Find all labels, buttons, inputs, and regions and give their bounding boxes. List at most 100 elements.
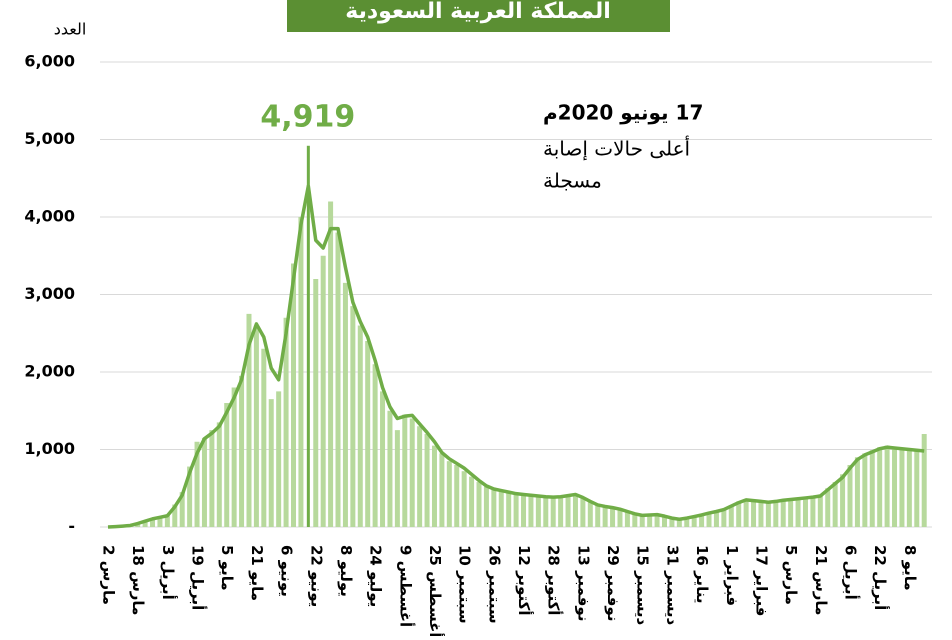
bar xyxy=(862,453,867,527)
bar xyxy=(395,430,400,527)
x-tick-label: 3 أبريل xyxy=(159,545,178,600)
bar xyxy=(499,491,504,527)
chart-title: المملكة العربية السعودية xyxy=(345,0,611,24)
bar xyxy=(855,457,860,527)
bar xyxy=(781,500,786,527)
x-tick-label: 21 مايو xyxy=(248,545,266,601)
bar xyxy=(543,498,548,527)
bar xyxy=(521,495,526,527)
bar xyxy=(313,279,318,527)
bar xyxy=(922,434,927,527)
x-tick-label: 29 نوفمبر xyxy=(604,545,622,621)
bar xyxy=(870,450,875,527)
x-tick-label: 31 ديسمبر xyxy=(663,545,681,626)
bar xyxy=(484,487,489,527)
bar xyxy=(491,490,496,527)
bar xyxy=(914,450,919,527)
x-tick-label: 21 مارس xyxy=(812,545,830,615)
bar xyxy=(276,391,281,527)
x-tick-label: 10 سبتمبر xyxy=(456,545,474,624)
bar xyxy=(848,465,853,527)
bar xyxy=(825,488,830,527)
x-tick-label: 28 أكتوبر xyxy=(545,545,564,615)
bar xyxy=(551,498,556,527)
bar xyxy=(462,471,467,527)
bar xyxy=(588,502,593,527)
line xyxy=(108,186,924,527)
bar xyxy=(454,465,459,527)
bar xyxy=(224,403,229,527)
y-tick-label: 3,000 xyxy=(24,284,75,303)
x-tick-label: 26 سبتمبر xyxy=(485,545,503,624)
bar xyxy=(365,341,370,527)
bar xyxy=(573,494,578,527)
bar xyxy=(766,503,771,527)
bar xyxy=(514,494,519,527)
y-tick-label: - xyxy=(68,517,75,536)
bar xyxy=(788,499,793,527)
bar xyxy=(818,494,823,527)
bar xyxy=(477,482,482,527)
annotation-text: مسجلة xyxy=(543,169,602,193)
bar xyxy=(603,507,608,527)
bar xyxy=(885,446,890,527)
bar xyxy=(528,496,533,527)
bar xyxy=(425,434,430,527)
y-tick-label: 5,000 xyxy=(24,129,75,148)
bar xyxy=(610,508,615,527)
x-tick-label: 15 ديسمبر xyxy=(634,545,652,626)
bar xyxy=(840,474,845,527)
bar xyxy=(402,415,407,527)
y-tick-label: 1,000 xyxy=(24,439,75,458)
x-tick-label: 16 يناير xyxy=(693,545,711,603)
bar xyxy=(358,326,363,528)
x-tick-label: 22 يونيو xyxy=(307,545,325,607)
bar xyxy=(566,495,571,527)
y-axis-label: العدد xyxy=(54,20,87,39)
bar xyxy=(410,419,415,528)
bar xyxy=(907,450,912,528)
bar xyxy=(595,505,600,527)
bar xyxy=(506,493,511,527)
bar xyxy=(350,306,355,527)
x-tick-label: 9 أغسطس xyxy=(396,545,415,627)
bar xyxy=(254,326,259,528)
bar xyxy=(632,514,637,527)
bar xyxy=(261,349,266,527)
bar xyxy=(796,498,801,527)
bar xyxy=(773,501,778,527)
x-tick-label: 18 مارس xyxy=(129,545,147,615)
bar xyxy=(432,446,437,527)
bar xyxy=(833,482,838,527)
bar xyxy=(373,364,378,527)
bar xyxy=(321,256,326,527)
bar xyxy=(721,509,726,527)
x-tick-label: 1 فبراير xyxy=(723,545,741,606)
bar xyxy=(447,461,452,527)
y-tick-label: 4,000 xyxy=(24,207,75,226)
bar xyxy=(803,498,808,527)
y-tick-label: 2,000 xyxy=(24,362,75,381)
x-tick-label: 19 أبريل xyxy=(189,545,208,610)
bar xyxy=(892,448,897,527)
bar xyxy=(380,391,385,527)
x-tick-label: 12 أكتوبر xyxy=(515,545,534,615)
bar xyxy=(751,501,756,527)
x-tick-label: 5 مايو xyxy=(218,545,236,591)
bar xyxy=(336,233,341,528)
x-tick-label: 6 أبريل xyxy=(842,545,861,600)
x-tick-label: 5 مارس xyxy=(782,545,800,605)
x-tick-label: 8 يوليو xyxy=(337,545,355,597)
bar xyxy=(439,453,444,527)
bar xyxy=(810,497,815,527)
bar xyxy=(239,376,244,527)
bar xyxy=(758,501,763,527)
x-tick-label: 13 نوفمبر xyxy=(574,545,592,621)
bar xyxy=(744,499,749,527)
x-tick-label: 24 يوليو xyxy=(367,545,385,607)
bar xyxy=(877,447,882,527)
bar xyxy=(536,497,541,527)
bar xyxy=(558,497,563,527)
x-tick-label: 6 يونيو xyxy=(278,545,296,597)
